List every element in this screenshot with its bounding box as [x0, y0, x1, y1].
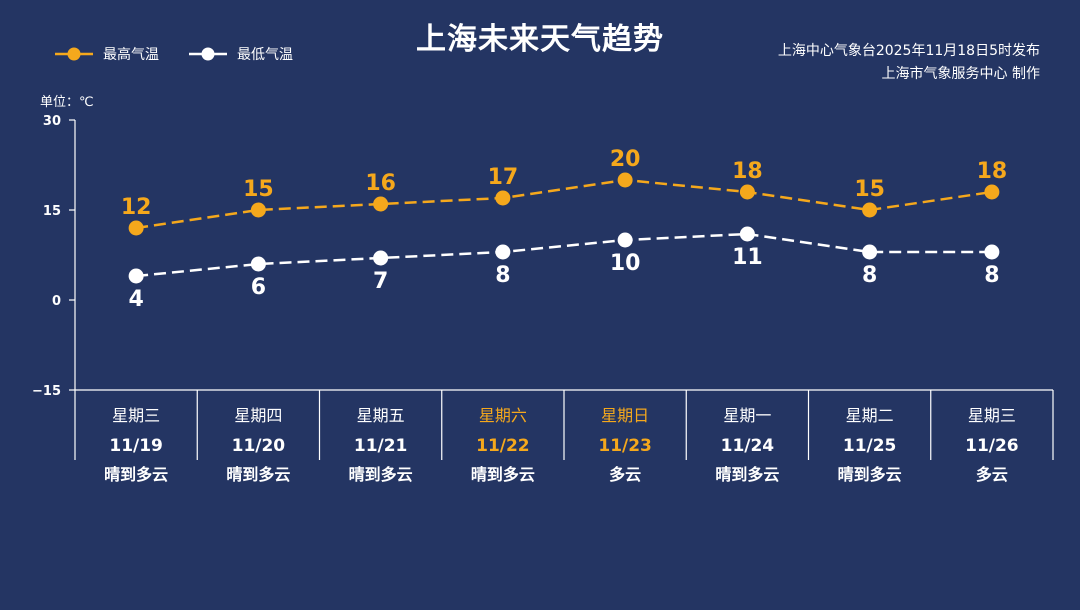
date-label: 11/26: [965, 436, 1019, 456]
weekday-label: 星期六: [479, 406, 527, 425]
weekday-label: 星期五: [357, 406, 405, 425]
data-label-high: 18: [732, 159, 763, 184]
data-label-high: 15: [854, 177, 885, 202]
weekday-label: 星期一: [723, 406, 771, 425]
data-point-low: [862, 244, 878, 260]
source-line-2: 上海市气象服务中心 制作: [881, 66, 1040, 82]
data-point-high: [495, 190, 511, 206]
date-label: 11/23: [598, 436, 652, 456]
data-point-low: [617, 232, 633, 248]
data-label-low: 8: [984, 263, 999, 288]
legend-item-high: 最高气温: [55, 44, 159, 64]
data-label-high: 16: [365, 171, 396, 196]
y-tick-label: 30: [43, 114, 61, 129]
date-label: 11/19: [109, 436, 163, 456]
data-label-low: 11: [732, 245, 763, 270]
weekday-label: 星期日: [601, 406, 649, 425]
date-label: 11/20: [232, 436, 286, 456]
legend-high-marker: [55, 47, 93, 61]
data-label-high: 20: [610, 147, 641, 172]
data-point-high: [617, 172, 633, 188]
weekday-label: 星期三: [968, 406, 1016, 425]
date-label: 11/22: [476, 436, 530, 456]
data-point-low: [373, 250, 389, 266]
data-point-high: [250, 202, 266, 218]
unit-label: 单位：℃: [40, 95, 94, 110]
legend-item-low: 最低气温: [189, 44, 293, 64]
weather-label: 晴到多云: [349, 465, 413, 484]
data-point-high: [984, 184, 1000, 200]
data-label-high: 15: [243, 177, 274, 202]
data-point-low: [495, 244, 511, 260]
data-label-low: 8: [495, 263, 510, 288]
data-label-high: 18: [977, 159, 1008, 184]
source-info: 上海中心气象台2025年11月18日5时发布 上海市气象服务中心 制作: [778, 40, 1040, 86]
data-label-low: 7: [373, 269, 388, 294]
data-point-high: [862, 202, 878, 218]
data-label-low: 10: [610, 251, 641, 276]
weather-label: 晴到多云: [838, 465, 902, 484]
data-label-high: 12: [121, 195, 152, 220]
weather-label: 多云: [609, 465, 641, 484]
data-label-low: 4: [128, 287, 143, 312]
chart-title: 上海未来天气趋势: [416, 22, 664, 57]
data-point-low: [128, 268, 144, 284]
weather-label: 晴到多云: [471, 465, 535, 484]
legend-high-label: 最高气温: [103, 47, 159, 63]
date-label: 11/24: [721, 436, 775, 456]
y-tick-label: −15: [32, 384, 61, 399]
data-point-high: [739, 184, 755, 200]
data-point-high: [373, 196, 389, 212]
date-label: 11/21: [354, 436, 408, 456]
weekday-label: 星期三: [112, 406, 160, 425]
legend-low-marker: [189, 47, 227, 61]
weekday-label: 星期二: [846, 406, 894, 425]
data-label-low: 8: [862, 263, 877, 288]
source-line-1: 上海中心气象台2025年11月18日5时发布: [777, 43, 1040, 59]
date-label: 11/25: [843, 436, 897, 456]
weather-label: 晴到多云: [715, 465, 779, 484]
weather-label: 多云: [976, 465, 1008, 484]
weekday-label: 星期四: [234, 406, 282, 425]
data-point-low: [739, 226, 755, 242]
data-label-high: 17: [488, 165, 519, 190]
data-point-low: [250, 256, 266, 272]
data-label-low: 6: [251, 275, 266, 300]
weather-label: 晴到多云: [226, 465, 290, 484]
legend: 最高气温 最低气温: [55, 44, 293, 64]
y-tick-label: 15: [43, 204, 61, 219]
data-point-low: [984, 244, 1000, 260]
y-tick-label: 0: [52, 294, 61, 309]
legend-low-label: 最低气温: [237, 47, 293, 63]
weather-label: 晴到多云: [104, 465, 168, 484]
data-point-high: [128, 220, 144, 236]
